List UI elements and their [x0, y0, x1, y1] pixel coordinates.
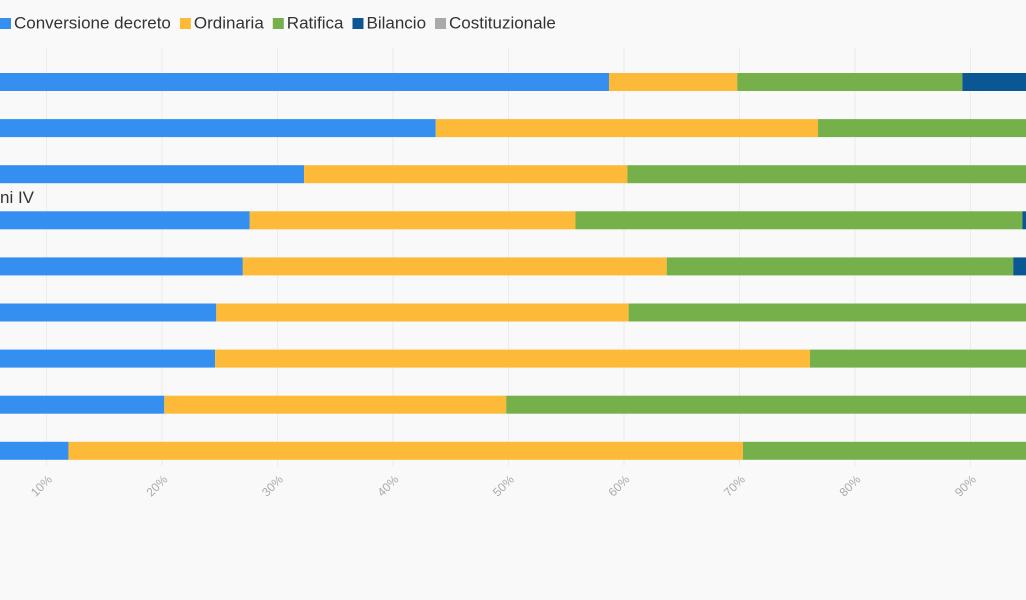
legend-swatch	[352, 18, 364, 29]
bar-segment	[304, 165, 628, 184]
legend-label: Bilancio	[366, 13, 426, 32]
x-tick-label: 80%	[836, 472, 863, 499]
x-tick-label: 20%	[143, 472, 170, 499]
bar-segment	[216, 303, 629, 322]
bar-segment	[0, 119, 436, 138]
bar-segment	[68, 441, 743, 460]
bar-segment	[249, 211, 576, 230]
bar-segment	[164, 395, 507, 414]
bar-segment	[0, 257, 243, 276]
legend-label: Costituzionale	[449, 13, 556, 32]
category-label: ni IV	[0, 188, 35, 207]
bar-segment	[575, 211, 1023, 230]
x-tick-label: 50%	[490, 472, 517, 499]
legend-label: Conversione decreto	[14, 13, 171, 32]
bar-segment	[809, 349, 1026, 368]
bar-segment	[435, 119, 819, 138]
bar-segment	[0, 349, 216, 368]
bar-segment	[0, 395, 165, 414]
x-tick-label: 30%	[259, 472, 286, 499]
x-tick-label: 40%	[374, 472, 401, 499]
bar-segment	[0, 73, 609, 91]
bar-segment	[628, 303, 1026, 322]
bar-segment	[0, 303, 217, 322]
bar-segment	[627, 165, 1026, 184]
bar-segment	[1022, 211, 1026, 230]
bar-segment	[666, 257, 1014, 276]
bar-segment	[215, 349, 810, 368]
x-tick-label: 60%	[605, 472, 632, 499]
legend-swatch	[272, 18, 284, 29]
x-tick-label: 10%	[28, 472, 55, 499]
x-tick-label: 90%	[952, 472, 979, 499]
bar-segment	[506, 395, 1026, 414]
bar-segment	[818, 119, 1026, 138]
bar-segment	[0, 441, 69, 460]
legend-label: Ratifica	[287, 13, 344, 32]
bar-segment	[737, 73, 963, 91]
bar-segment	[242, 257, 667, 276]
bar-segment	[742, 441, 1026, 460]
bar-segment	[1013, 257, 1026, 276]
legend-swatch	[435, 18, 447, 29]
bar-segment	[608, 73, 738, 91]
legend-swatch	[0, 18, 11, 29]
legend-swatch	[179, 18, 191, 29]
bar-segment	[962, 73, 1026, 91]
bar-segment	[0, 211, 250, 230]
x-tick-label: 70%	[721, 472, 748, 499]
bar-segment	[0, 165, 305, 184]
legend-label: Ordinaria	[194, 13, 264, 32]
